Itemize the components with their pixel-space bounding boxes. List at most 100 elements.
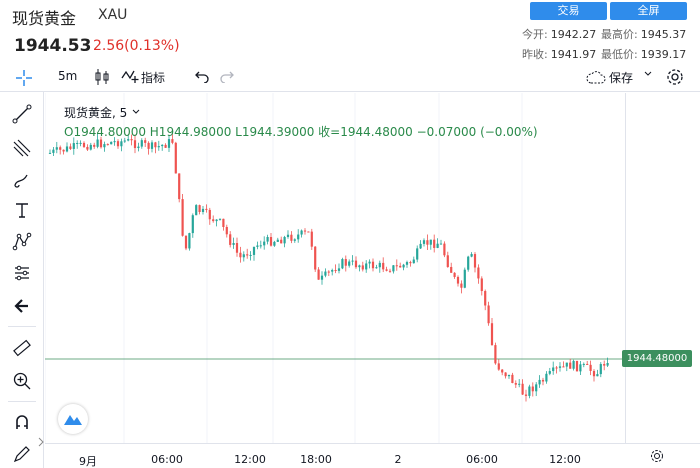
prediction-icon[interactable] bbox=[8, 259, 36, 287]
candle-body bbox=[208, 209, 211, 220]
x-tick: 06:00 bbox=[151, 453, 183, 466]
price-scale[interactable] bbox=[625, 93, 700, 443]
pattern-icon[interactable] bbox=[8, 228, 36, 256]
x-tick: 12:00 bbox=[234, 453, 266, 466]
candle-body bbox=[368, 261, 371, 264]
last-price: 1944.53 bbox=[14, 36, 92, 56]
candlestick-chart[interactable] bbox=[45, 93, 625, 443]
candle-body bbox=[218, 218, 222, 220]
candle-body bbox=[317, 269, 320, 280]
candle-body bbox=[392, 265, 395, 272]
candle-body bbox=[188, 233, 191, 249]
zoom-in-icon[interactable] bbox=[8, 367, 36, 395]
candle-body bbox=[582, 363, 585, 365]
ohlc-values: O1944.80000 H1944.98000 L1944.39000 收=19… bbox=[64, 125, 538, 139]
pitchfork-icon[interactable] bbox=[8, 134, 36, 162]
candle-body bbox=[263, 241, 266, 246]
candle-body bbox=[144, 140, 147, 143]
chevron-down-icon[interactable] bbox=[643, 68, 653, 82]
candle-body bbox=[348, 261, 351, 266]
indicators-icon[interactable] bbox=[121, 68, 139, 87]
candle-body bbox=[178, 173, 181, 200]
candle-body bbox=[140, 140, 143, 147]
candle-body bbox=[341, 259, 344, 269]
candle-body bbox=[385, 269, 388, 271]
ruler-icon[interactable] bbox=[8, 334, 36, 362]
drawing-tools-panel bbox=[0, 92, 44, 468]
interval-select[interactable]: 5m bbox=[58, 69, 78, 83]
text-tool-icon[interactable] bbox=[8, 196, 36, 224]
chevron-right-icon[interactable] bbox=[36, 428, 46, 456]
candle-body bbox=[242, 254, 245, 258]
cloud-save-icon[interactable] bbox=[586, 70, 606, 87]
candle-body bbox=[225, 226, 228, 235]
candle-body bbox=[171, 139, 174, 143]
candle-body bbox=[531, 386, 534, 392]
candle-body bbox=[521, 383, 524, 395]
high-value: 1945.37 bbox=[640, 28, 687, 41]
candle-body bbox=[358, 265, 361, 268]
undo-icon[interactable] bbox=[195, 69, 209, 86]
candle-style-icon[interactable] bbox=[94, 68, 110, 89]
candle-body bbox=[103, 144, 106, 148]
indicators-button[interactable]: 指标 bbox=[141, 71, 166, 85]
tradingview-logo-icon[interactable] bbox=[58, 404, 88, 434]
magnet-icon[interactable] bbox=[8, 408, 36, 436]
fullscreen-button[interactable]: 全屏 bbox=[610, 2, 687, 20]
gear-icon[interactable] bbox=[666, 68, 684, 89]
candle-body bbox=[518, 383, 521, 385]
candle-body bbox=[402, 264, 405, 268]
x-tick: 12:00 bbox=[549, 453, 581, 466]
candle-body bbox=[555, 367, 558, 369]
candle-body bbox=[314, 246, 317, 270]
candle-body bbox=[538, 379, 541, 385]
candle-body bbox=[511, 374, 514, 384]
candle-body bbox=[174, 142, 177, 174]
candle-body bbox=[450, 266, 453, 273]
candle-body bbox=[473, 254, 477, 268]
save-button[interactable]: 保存 bbox=[609, 71, 634, 85]
prev-stat: 昨收: 1941.97 bbox=[522, 46, 596, 62]
candle-body bbox=[354, 260, 358, 268]
candle-body bbox=[201, 208, 205, 213]
candle-body bbox=[436, 243, 439, 248]
x-tick: 18:00 bbox=[300, 453, 332, 466]
candle-body bbox=[443, 243, 446, 256]
candle-body bbox=[429, 239, 432, 245]
candle-body bbox=[504, 372, 507, 377]
brush-icon[interactable] bbox=[8, 166, 36, 194]
candle-body bbox=[297, 234, 300, 240]
crosshair-icon[interactable] bbox=[10, 64, 38, 92]
candle-body bbox=[490, 323, 494, 346]
candle-body bbox=[276, 239, 279, 242]
candle-body bbox=[497, 363, 500, 370]
trade-button[interactable]: 交易 bbox=[530, 2, 607, 20]
chart-legend-title[interactable]: 现货黄金, 5 bbox=[64, 104, 141, 121]
candle-body bbox=[232, 243, 235, 245]
arrow-left-icon[interactable] bbox=[8, 292, 36, 320]
trend-line-icon[interactable] bbox=[8, 100, 36, 128]
candle-body bbox=[120, 141, 123, 147]
candle-body bbox=[456, 276, 460, 284]
candle-body bbox=[586, 363, 589, 365]
candle-body bbox=[59, 147, 62, 150]
candle-body bbox=[463, 269, 466, 288]
candle-body bbox=[541, 379, 545, 382]
candle-body bbox=[446, 255, 449, 267]
time-axis[interactable]: 9月 06:00 12:00 18:00 2 06:00 12:00 bbox=[45, 443, 700, 468]
candle-body bbox=[487, 305, 490, 324]
x-tick: 2 bbox=[394, 453, 402, 466]
candle-body bbox=[405, 262, 409, 265]
tools-divider bbox=[8, 326, 36, 327]
candle-body bbox=[273, 241, 276, 246]
candle-body bbox=[453, 272, 456, 277]
redo-icon[interactable] bbox=[220, 69, 234, 86]
candle-body bbox=[331, 270, 334, 272]
scale-settings-icon[interactable] bbox=[650, 449, 664, 466]
candle-body bbox=[130, 139, 133, 141]
candle-body bbox=[507, 374, 511, 377]
candle-body bbox=[154, 142, 157, 148]
candle-body bbox=[388, 270, 392, 272]
lock-pencil-icon[interactable] bbox=[8, 440, 36, 468]
candle-body bbox=[422, 240, 426, 244]
